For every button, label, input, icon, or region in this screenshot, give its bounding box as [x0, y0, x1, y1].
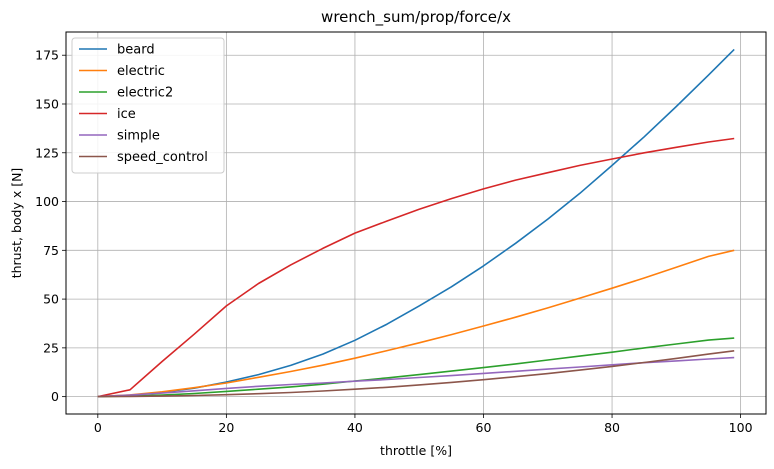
y-tick-label: 150	[35, 96, 59, 111]
y-tick-label: 175	[35, 48, 59, 63]
y-tick-label: 25	[43, 340, 59, 355]
legend-box	[71, 37, 225, 174]
x-tick-label: 60	[476, 420, 492, 435]
y-tick-label: 0	[51, 389, 59, 404]
y-tick-label: 125	[35, 145, 59, 160]
x-tick-label: 20	[218, 420, 234, 435]
legend: beard electric electric2 ice simple speed_con…	[71, 37, 225, 174]
legend-label-ice: ice	[117, 107, 136, 122]
x-tick-label: 100	[729, 420, 753, 435]
y-tick-label: 100	[35, 194, 59, 209]
legend-label-simple: simple	[117, 129, 160, 144]
series-lines	[97, 48, 735, 398]
y-axis-ticks: 0 25 50 75 100 125 150 175	[35, 48, 66, 404]
x-tick-label: 40	[347, 420, 363, 435]
legend-label-speed_control: speed_control	[117, 150, 208, 165]
y-tick-label: 50	[43, 292, 59, 307]
x-axis-ticks: 0 20 40 60 80 100	[94, 414, 753, 435]
legend-label-beard: beard	[117, 43, 155, 58]
series-line-electric	[97, 249, 735, 398]
series-line-speed_control	[97, 350, 735, 398]
x-tick-label: 0	[94, 420, 102, 435]
chart-title: wrench_sum/prop/force/x	[321, 8, 511, 27]
legend-label-electric2: electric2	[117, 86, 173, 101]
x-tick-label: 80	[604, 420, 620, 435]
series-line-electric2	[97, 337, 735, 398]
x-axis-label: throttle [%]	[380, 443, 452, 458]
y-tick-label: 75	[43, 243, 59, 258]
plot-frame	[65, 31, 767, 415]
series-line-ice	[97, 137, 735, 398]
legend-label-electric: electric	[117, 64, 165, 79]
y-axis-label: thrust, body x [N]	[9, 168, 24, 279]
